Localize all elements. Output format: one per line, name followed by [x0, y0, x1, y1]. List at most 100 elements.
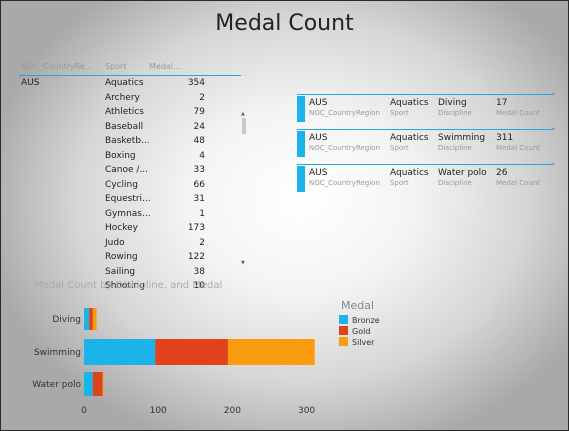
- card-row[interactable]: AUS NOC_CountryRegion Aquatics Sport Water p…: [297, 161, 555, 193]
- cell-medal-count: 79: [193, 107, 205, 117]
- cell-medal-count: 66: [193, 179, 205, 190]
- card-medal-count: 17: [496, 98, 508, 108]
- cell-medal-count: 33: [193, 165, 205, 175]
- cell-medal-count: 24: [193, 121, 205, 132]
- cell-sport: Archery: [105, 92, 140, 103]
- table-row[interactable]: AUS Aquatics 354: [19, 76, 241, 91]
- legend-label: Silver: [352, 338, 375, 347]
- column-header-sport[interactable]: Sport: [105, 62, 127, 71]
- bar-gold-water-polo[interactable]: [92, 372, 103, 396]
- card-sport-label: Sport: [390, 109, 409, 117]
- bar-gold-swimming[interactable]: [155, 339, 228, 365]
- table-row[interactable]: Shooting 10: [19, 279, 241, 294]
- bar-bronze-water-polo[interactable]: [84, 372, 93, 396]
- cell-medal-count: 2: [199, 237, 205, 248]
- table-row[interactable]: Cycling 66: [19, 178, 241, 193]
- card-discipline-label: Discipline: [438, 179, 472, 187]
- card-medal-count: 311: [496, 133, 514, 143]
- card-expand-icon[interactable]: ▸: [552, 161, 555, 167]
- cell-medal-count: 48: [193, 136, 205, 146]
- scroll-down-icon[interactable]: ▼: [241, 260, 245, 266]
- cell-sport: Athletics: [105, 107, 144, 117]
- legend-swatch: [339, 326, 348, 335]
- card-discipline-label: Discipline: [438, 109, 472, 117]
- cell-medal-count: 354: [187, 78, 205, 88]
- table-row[interactable]: Baseball 24: [19, 120, 241, 135]
- cell-sport: Rowing: [105, 252, 138, 262]
- card-sport-label: Sport: [390, 179, 409, 187]
- card-accent-bar: [297, 166, 305, 192]
- cell-sport: Canoe /...: [105, 165, 149, 175]
- card-discipline: Diving: [438, 98, 467, 108]
- card-noc: AUS: [309, 168, 328, 178]
- table-scrollbar[interactable]: [242, 118, 246, 134]
- cell-sport: Boxing: [105, 150, 136, 161]
- category-label: Swimming: [34, 348, 81, 358]
- legend-item[interactable]: Silver: [339, 337, 374, 347]
- legend-item[interactable]: Gold: [339, 326, 370, 336]
- chart-title: Medal Count by Discipline, and Medal: [34, 280, 223, 291]
- cell-sport: Sailing: [105, 266, 136, 277]
- bar-silver-water-polo[interactable]: [102, 372, 104, 396]
- table-row[interactable]: Hockey 173: [19, 221, 241, 236]
- card-expand-icon[interactable]: ▸: [552, 126, 555, 132]
- table-row[interactable]: Boxing 4: [19, 149, 241, 164]
- card-medal-count-label: Medal Count: [496, 179, 541, 187]
- legend-item[interactable]: Bronze: [339, 315, 380, 325]
- legend-title: Medal: [341, 299, 375, 312]
- card-discipline: Swimming: [438, 133, 486, 143]
- bar-bronze-diving[interactable]: [84, 308, 90, 330]
- cell-medal-count: 2: [199, 92, 205, 103]
- table-row[interactable]: Sailing 38: [19, 265, 241, 280]
- category-label: Diving: [52, 315, 81, 325]
- table-row[interactable]: Equestri... 31: [19, 192, 241, 207]
- card-noc: AUS: [309, 133, 328, 143]
- table-row[interactable]: Athletics 79: [19, 105, 241, 120]
- cell-sport: Judo: [105, 237, 125, 248]
- card-noc-label: NOC_CountryRegion: [309, 109, 380, 117]
- column-header-noc[interactable]: NOC_CountryRe...: [21, 62, 93, 71]
- cell-medal-count: 38: [193, 266, 205, 277]
- legend-swatch: [339, 337, 348, 346]
- column-header-medal[interactable]: Medal...: [149, 62, 181, 71]
- card-accent-bar: [297, 96, 305, 122]
- card-sport: Aquatics: [390, 168, 429, 178]
- table-row[interactable]: Rowing 122: [19, 250, 241, 265]
- cell-sport: Aquatics: [105, 78, 144, 88]
- cell-sport: Hockey: [105, 223, 138, 233]
- card-noc-label: NOC_CountryRegion: [309, 179, 380, 187]
- cell-medal-count: 4: [199, 150, 205, 161]
- x-tick-label: 300: [298, 406, 315, 416]
- cell-sport: Equestri...: [105, 194, 151, 204]
- cell-medal-count: 122: [187, 252, 205, 262]
- card-row[interactable]: AUS NOC_CountryRegion Aquatics Sport Swimmin…: [297, 126, 555, 158]
- table-row[interactable]: Gymnas... 1: [19, 207, 241, 222]
- table-row[interactable]: Judo 2: [19, 236, 241, 251]
- legend-swatch: [339, 315, 348, 324]
- table-row[interactable]: Basketb... 48: [19, 134, 241, 149]
- cell-sport: Cycling: [105, 179, 138, 190]
- category-label: Water polo: [32, 380, 81, 390]
- cell-medal-count: 31: [193, 194, 205, 204]
- card-accent-bar: [297, 131, 305, 157]
- bar-silver-swimming[interactable]: [227, 339, 315, 365]
- bar-bronze-swimming[interactable]: [84, 339, 156, 365]
- table-row[interactable]: Canoe /... 33: [19, 163, 241, 178]
- card-discipline-label: Discipline: [438, 144, 472, 152]
- table-header: NOC_CountryRe... Sport Medal...: [19, 59, 241, 76]
- table-body: AUS Aquatics 354 Archery 2 Athletics 79 Basebal…: [19, 76, 241, 294]
- card-row[interactable]: AUS NOC_CountryRegion Aquatics Sport Diving D…: [297, 91, 555, 123]
- card-expand-icon[interactable]: ▸: [552, 91, 555, 97]
- scroll-up-icon[interactable]: ▲: [241, 111, 245, 117]
- cell-sport: Basketb...: [105, 136, 150, 146]
- card-discipline: Water polo: [438, 168, 487, 178]
- card-sport-label: Sport: [390, 144, 409, 152]
- cell-medal-count: 10: [193, 281, 205, 291]
- page-title: Medal Count: [215, 11, 354, 36]
- cell-medal-count: 1: [199, 208, 205, 219]
- bar-silver-diving[interactable]: [92, 308, 97, 330]
- bar-gold-diving[interactable]: [89, 308, 93, 330]
- table-row[interactable]: Archery 2: [19, 91, 241, 106]
